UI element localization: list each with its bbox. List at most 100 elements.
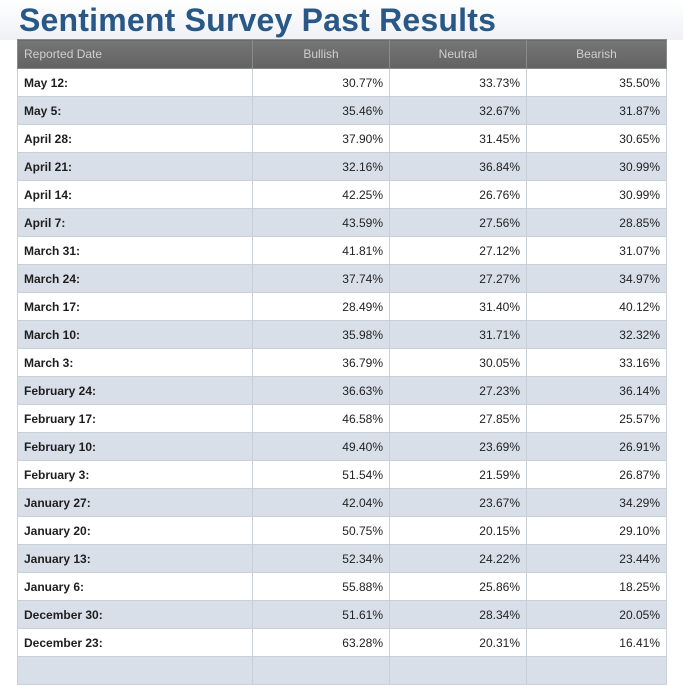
cell-neutral: 31.40% bbox=[389, 292, 527, 321]
title-bar bbox=[0, 0, 683, 40]
cell-neutral: 27.27% bbox=[389, 264, 527, 293]
cell-bullish: 30.77% bbox=[252, 68, 390, 97]
cell-reported-date: December 30: bbox=[17, 600, 253, 629]
cell-reported-date: March 17: bbox=[17, 292, 253, 321]
column-header-neutral[interactable]: Neutral bbox=[389, 39, 527, 69]
cell-neutral: 20.15% bbox=[389, 516, 527, 545]
table-row: February 10: 49.40% 23.69% 26.91% bbox=[17, 432, 667, 461]
cell-bullish: 42.04% bbox=[252, 488, 390, 517]
cell-neutral: 31.45% bbox=[389, 124, 527, 153]
cell-neutral: 24.22% bbox=[389, 544, 527, 573]
cell-neutral: 27.56% bbox=[389, 208, 527, 237]
table-row: March 17: 28.49% 31.40% 40.12% bbox=[17, 292, 667, 321]
table-row: March 24: 37.74% 27.27% 34.97% bbox=[17, 264, 667, 293]
cell-bearish: 29.10% bbox=[526, 516, 667, 545]
table-row: December 30: 51.61% 28.34% 20.05% bbox=[17, 600, 667, 629]
cell-bullish: 36.63% bbox=[252, 376, 390, 405]
cell-bullish: 36.79% bbox=[252, 348, 390, 377]
cell-reported-date: February 17: bbox=[17, 404, 253, 433]
cell-neutral: 26.76% bbox=[389, 180, 527, 209]
cell-reported-date: March 3: bbox=[17, 348, 253, 377]
cell-reported-date: March 24: bbox=[17, 264, 253, 293]
table-row: February 17: 46.58% 27.85% 25.57% bbox=[17, 404, 667, 433]
column-header-bullish[interactable]: Bullish bbox=[252, 39, 390, 69]
cell-bullish: 32.16% bbox=[252, 152, 390, 181]
cell-bearish: 20.05% bbox=[526, 600, 667, 629]
cell-reported-date: April 28: bbox=[17, 124, 253, 153]
cell-neutral: 27.12% bbox=[389, 236, 527, 265]
cell-neutral: 20.31% bbox=[389, 628, 527, 657]
cell-bullish: 43.59% bbox=[252, 208, 390, 237]
cell-reported-date: February 24: bbox=[17, 376, 253, 405]
cell-bearish: 30.99% bbox=[526, 180, 667, 209]
cell-bearish: 16.41% bbox=[526, 628, 667, 657]
cell-neutral: 23.67% bbox=[389, 488, 527, 517]
cell-reported-date: March 31: bbox=[17, 236, 253, 265]
cell-bearish: 30.65% bbox=[526, 124, 667, 153]
table-row: March 3: 36.79% 30.05% 33.16% bbox=[17, 348, 667, 377]
cell-bullish: 51.54% bbox=[252, 460, 390, 489]
cell-bearish bbox=[526, 656, 667, 685]
cell-neutral: 33.73% bbox=[389, 68, 527, 97]
cell-reported-date: December 23: bbox=[17, 628, 253, 657]
table-row: April 21: 32.16% 36.84% 30.99% bbox=[17, 152, 667, 181]
cell-bearish: 40.12% bbox=[526, 292, 667, 321]
cell-reported-date bbox=[17, 656, 253, 685]
cell-reported-date: February 10: bbox=[17, 432, 253, 461]
cell-neutral: 27.23% bbox=[389, 376, 527, 405]
table-header-row: Reported Date Bullish Neutral Bearish bbox=[17, 39, 667, 69]
cell-reported-date: January 13: bbox=[17, 544, 253, 573]
cell-neutral: 31.71% bbox=[389, 320, 527, 349]
table-row: January 6: 55.88% 25.86% 18.25% bbox=[17, 572, 667, 601]
cell-bearish: 18.25% bbox=[526, 572, 667, 601]
cell-bearish: 31.07% bbox=[526, 236, 667, 265]
cell-bearish: 28.85% bbox=[526, 208, 667, 237]
cell-reported-date: February 3: bbox=[17, 460, 253, 489]
cell-bearish: 34.29% bbox=[526, 488, 667, 517]
cell-reported-date: January 6: bbox=[17, 572, 253, 601]
cell-neutral: 23.69% bbox=[389, 432, 527, 461]
cell-neutral: 27.85% bbox=[389, 404, 527, 433]
cell-neutral: 32.67% bbox=[389, 96, 527, 125]
cell-neutral: 30.05% bbox=[389, 348, 527, 377]
cell-reported-date: April 21: bbox=[17, 152, 253, 181]
table-row: January 13: 52.34% 24.22% 23.44% bbox=[17, 544, 667, 573]
cell-bearish: 33.16% bbox=[526, 348, 667, 377]
cell-reported-date: January 27: bbox=[17, 488, 253, 517]
table-row: May 12: 30.77% 33.73% 35.50% bbox=[17, 68, 667, 97]
cell-reported-date: March 10: bbox=[17, 320, 253, 349]
cell-bullish: 28.49% bbox=[252, 292, 390, 321]
cell-bearish: 36.14% bbox=[526, 376, 667, 405]
table-row: February 24: 36.63% 27.23% 36.14% bbox=[17, 376, 667, 405]
table-row bbox=[17, 656, 667, 685]
table-row: February 3: 51.54% 21.59% 26.87% bbox=[17, 460, 667, 489]
table-row: January 20: 50.75% 20.15% 29.10% bbox=[17, 516, 667, 545]
column-header-reported-date[interactable]: Reported Date bbox=[17, 39, 253, 69]
cell-bullish bbox=[252, 656, 390, 685]
cell-bearish: 26.87% bbox=[526, 460, 667, 489]
table-row: May 5: 35.46% 32.67% 31.87% bbox=[17, 96, 667, 125]
cell-bearish: 23.44% bbox=[526, 544, 667, 573]
cell-bullish: 35.46% bbox=[252, 96, 390, 125]
cell-reported-date: April 14: bbox=[17, 180, 253, 209]
cell-reported-date: April 7: bbox=[17, 208, 253, 237]
table-row: December 23: 63.28% 20.31% 16.41% bbox=[17, 628, 667, 657]
cell-bearish: 31.87% bbox=[526, 96, 667, 125]
cell-reported-date: January 20: bbox=[17, 516, 253, 545]
table-row: April 14: 42.25% 26.76% 30.99% bbox=[17, 180, 667, 209]
cell-reported-date: May 5: bbox=[17, 96, 253, 125]
cell-bullish: 63.28% bbox=[252, 628, 390, 657]
cell-neutral: 21.59% bbox=[389, 460, 527, 489]
cell-bearish: 32.32% bbox=[526, 320, 667, 349]
cell-bullish: 51.61% bbox=[252, 600, 390, 629]
cell-bullish: 52.34% bbox=[252, 544, 390, 573]
column-header-bearish[interactable]: Bearish bbox=[526, 39, 667, 69]
cell-bullish: 37.74% bbox=[252, 264, 390, 293]
cell-bearish: 25.57% bbox=[526, 404, 667, 433]
cell-reported-date: May 12: bbox=[17, 68, 253, 97]
cell-bearish: 35.50% bbox=[526, 68, 667, 97]
cell-bullish: 37.90% bbox=[252, 124, 390, 153]
cell-neutral: 28.34% bbox=[389, 600, 527, 629]
sentiment-results-table: Reported Date Bullish Neutral Bearish Ma… bbox=[17, 39, 667, 685]
cell-bullish: 46.58% bbox=[252, 404, 390, 433]
